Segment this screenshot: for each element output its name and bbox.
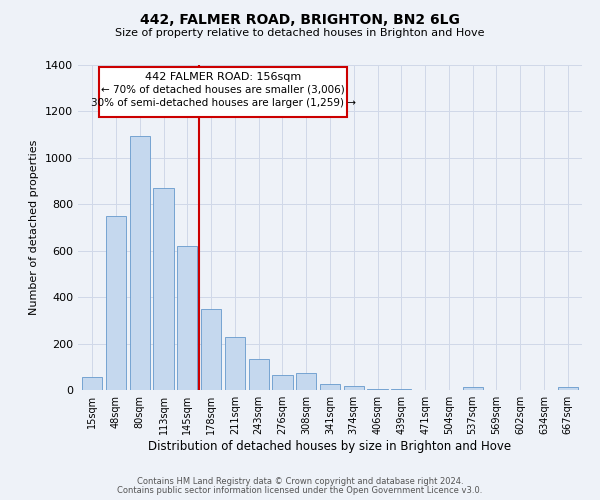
Bar bbox=[367, 389, 388, 390]
Bar bbox=[391, 389, 412, 390]
Bar bbox=[463, 387, 483, 390]
Bar bbox=[225, 337, 245, 390]
Bar bbox=[177, 246, 197, 390]
Bar bbox=[272, 375, 293, 390]
Text: 30% of semi-detached houses are larger (1,259) →: 30% of semi-detached houses are larger (… bbox=[91, 98, 356, 108]
Text: ← 70% of detached houses are smaller (3,006): ← 70% of detached houses are smaller (3,… bbox=[101, 85, 345, 95]
Bar bbox=[296, 374, 316, 390]
Y-axis label: Number of detached properties: Number of detached properties bbox=[29, 140, 40, 315]
Text: 442, FALMER ROAD, BRIGHTON, BN2 6LG: 442, FALMER ROAD, BRIGHTON, BN2 6LG bbox=[140, 12, 460, 26]
Bar bbox=[154, 188, 173, 390]
Bar bbox=[130, 136, 150, 390]
Text: Size of property relative to detached houses in Brighton and Hove: Size of property relative to detached ho… bbox=[115, 28, 485, 38]
Text: 442 FALMER ROAD: 156sqm: 442 FALMER ROAD: 156sqm bbox=[145, 72, 301, 82]
Bar bbox=[320, 384, 340, 390]
X-axis label: Distribution of detached houses by size in Brighton and Hove: Distribution of detached houses by size … bbox=[148, 440, 512, 453]
Bar bbox=[557, 387, 578, 390]
Bar bbox=[201, 309, 221, 390]
Bar bbox=[106, 216, 126, 390]
Bar bbox=[82, 377, 103, 390]
Text: Contains HM Land Registry data © Crown copyright and database right 2024.: Contains HM Land Registry data © Crown c… bbox=[137, 478, 463, 486]
Bar bbox=[344, 386, 364, 390]
FancyBboxPatch shape bbox=[100, 68, 347, 117]
Text: Contains public sector information licensed under the Open Government Licence v3: Contains public sector information licen… bbox=[118, 486, 482, 495]
Bar bbox=[248, 359, 269, 390]
